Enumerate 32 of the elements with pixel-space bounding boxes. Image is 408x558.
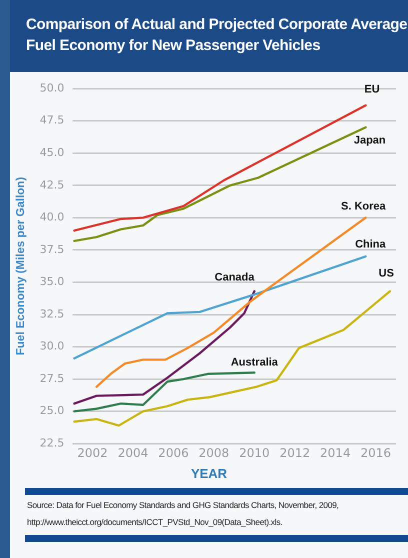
x-tick-label: 2012 bbox=[280, 446, 310, 460]
x-tick-label: 2016 bbox=[360, 446, 392, 460]
x-tick-label: 2004 bbox=[118, 446, 148, 460]
source-note: Source: Data for Fuel Economy Standards and GHG Standards Charts, November, 2009, bbox=[27, 499, 340, 512]
y-tick-label: 27.5 bbox=[40, 372, 64, 385]
series-label: US bbox=[378, 267, 394, 280]
x-tick-label: 2008 bbox=[198, 446, 230, 460]
chart-title: Comparison of Actual and Projected Corporate Average Fuel Economy for New Passenger Vehicles bbox=[10, 0, 408, 72]
series-label: Japan bbox=[354, 134, 386, 146]
y-axis-title: Fuel Economy (Miles per Gallon) bbox=[15, 176, 28, 356]
y-tick-label: 37.5 bbox=[40, 242, 64, 256]
y-tick-label: 40.0 bbox=[40, 210, 64, 224]
series-label: China bbox=[355, 238, 387, 250]
y-tick-label: 47.5 bbox=[40, 114, 64, 127]
series-label: EU bbox=[364, 83, 380, 96]
y-tick-label: 42.5 bbox=[40, 178, 64, 192]
y-tick-label: 35.0 bbox=[40, 275, 64, 288]
x-tick-label: 2010 bbox=[239, 446, 270, 460]
y-tick-label: 30.0 bbox=[40, 340, 64, 353]
x-tick-label: 2014 bbox=[320, 446, 351, 460]
series-label: S. Korea bbox=[341, 200, 387, 213]
y-tick-label: 50.0 bbox=[40, 81, 64, 94]
y-tick-label: 32.5 bbox=[40, 307, 64, 320]
series-label: Australia bbox=[230, 356, 279, 369]
x-tick-label: 2002 bbox=[77, 446, 108, 460]
y-tick-label: 45.0 bbox=[40, 146, 64, 160]
y-tick-label: 22.5 bbox=[40, 436, 64, 450]
x-tick-label: 2006 bbox=[158, 446, 189, 460]
y-tick-label: 25.0 bbox=[40, 404, 64, 418]
series-label: Canada bbox=[214, 271, 256, 284]
text: http://www.theicct.org/documents/ICCT_PVStd_Nov_09(Data_Sheet).xls. bbox=[27, 516, 284, 529]
x-axis-title: YEAR bbox=[190, 466, 228, 481]
